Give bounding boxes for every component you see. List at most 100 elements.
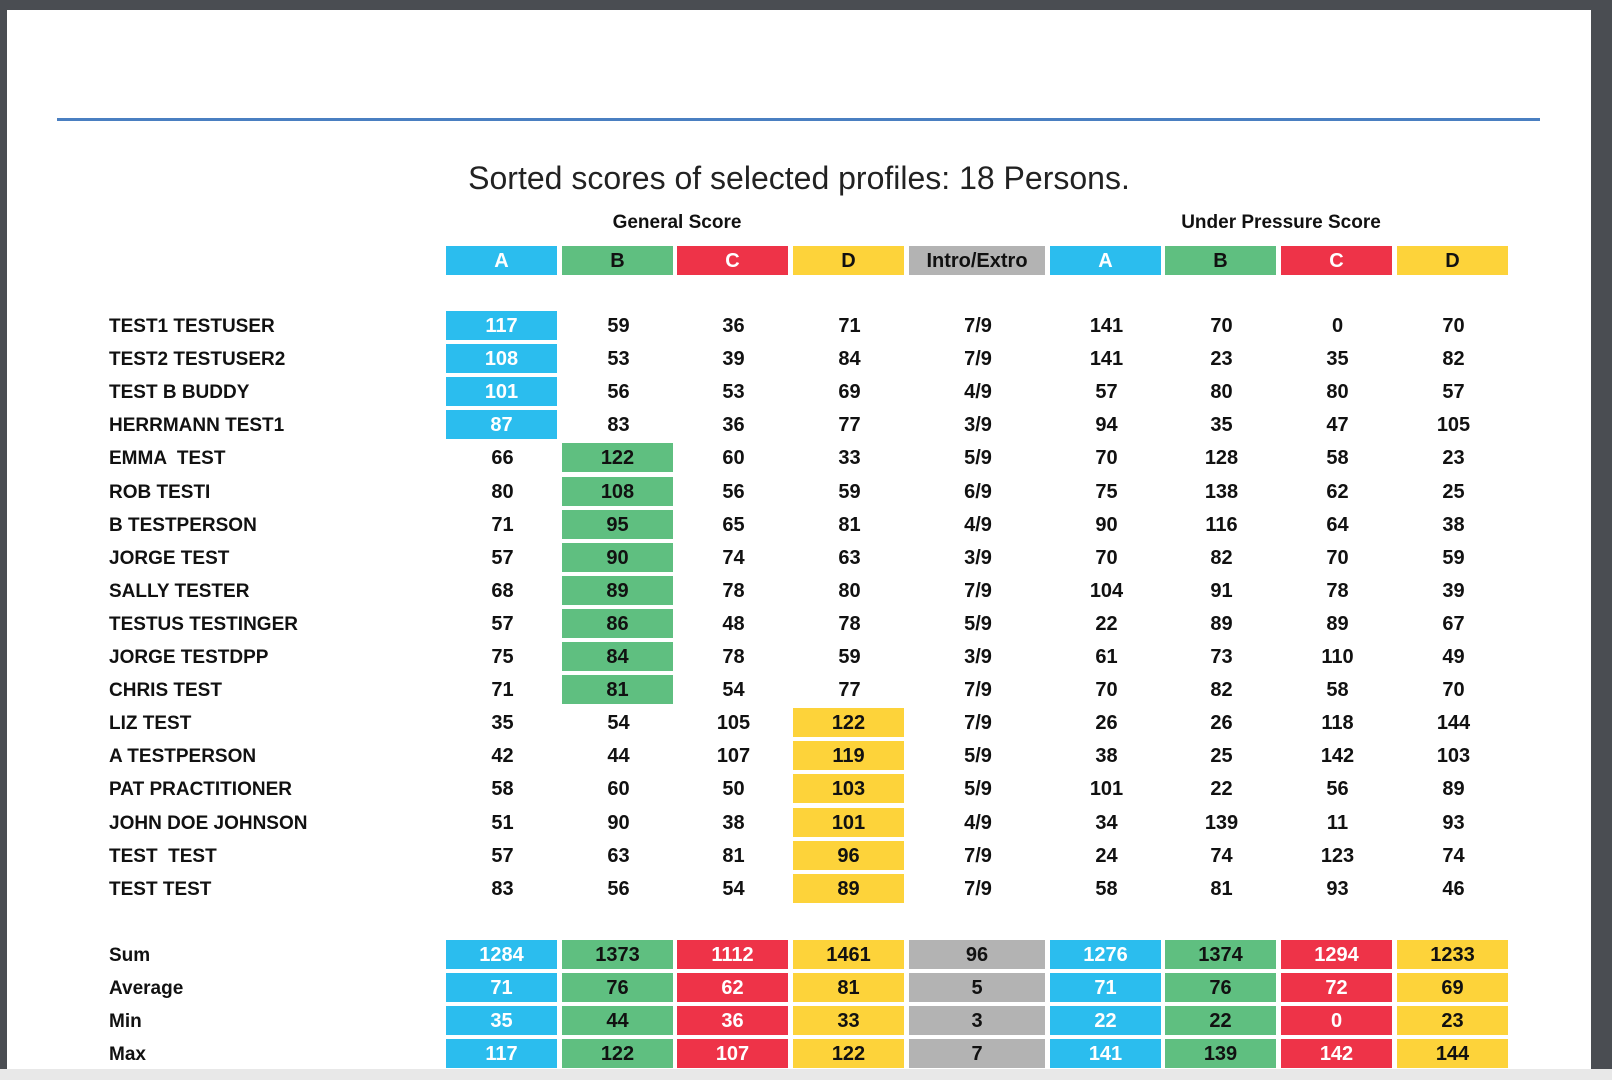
- score-cell: 11: [1326, 811, 1349, 834]
- score-cell: 82: [1210, 679, 1233, 702]
- score-cell: 94: [1095, 414, 1118, 437]
- person-name: EMMA TEST: [109, 448, 226, 470]
- under-pressure-score-heading: Under Pressure Score: [1181, 212, 1381, 233]
- score-cell: 57: [491, 546, 514, 569]
- score-cell: 89: [793, 873, 906, 905]
- score-cell: 105: [1436, 414, 1471, 437]
- summary-cell: 7: [909, 1039, 1047, 1071]
- score-cell: 54: [607, 712, 630, 735]
- score-cell: 75: [491, 646, 514, 668]
- score-cell: 70: [1095, 679, 1118, 702]
- score-cell: 80: [1210, 381, 1233, 404]
- score-cell: 81: [1210, 877, 1233, 900]
- score-cell: 74: [1210, 844, 1233, 867]
- column-header-b: B: [1165, 246, 1278, 277]
- score-cell: 5/9: [964, 778, 992, 801]
- summary-cell: 1294: [1281, 940, 1394, 971]
- score-cell: 116: [1205, 513, 1238, 536]
- score-cell: 122: [562, 443, 675, 475]
- score-cell: 62: [1326, 480, 1349, 503]
- score-cell: 67: [1442, 612, 1465, 635]
- score-cell: 58: [1326, 447, 1349, 470]
- score-cell: 61: [1095, 646, 1118, 668]
- score-cell: 50: [722, 778, 745, 801]
- person-name: SALLY TESTER: [109, 580, 250, 602]
- person-name: B TESTPERSON: [109, 514, 257, 536]
- score-cell: 33: [838, 447, 861, 470]
- score-cell: 90: [562, 542, 675, 574]
- score-cell: 141: [1089, 348, 1124, 371]
- summary-cell: 62: [677, 973, 790, 1005]
- score-cell: 73: [1210, 646, 1233, 668]
- summary-cell: 23: [1397, 1006, 1510, 1038]
- score-cell: 56: [722, 480, 745, 503]
- score-cell: 59: [838, 480, 861, 503]
- score-cell: 44: [607, 745, 630, 768]
- page-title: Sorted scores of selected profiles: 18 P…: [468, 160, 1130, 196]
- summary-cell: 141: [1050, 1039, 1163, 1071]
- score-cell: 75: [1095, 480, 1118, 503]
- score-cell: 103: [793, 774, 906, 806]
- person-name: HERRMANN TEST1: [109, 415, 285, 437]
- score-cell: 101: [1089, 778, 1124, 801]
- score-cell: 138: [1204, 480, 1239, 503]
- score-cell: 107: [716, 745, 751, 768]
- score-cell: 22: [1095, 612, 1118, 635]
- score-cell: 3/9: [964, 546, 992, 569]
- score-cell: 108: [562, 476, 675, 508]
- score-cell: 0: [1331, 315, 1344, 337]
- column-header-d: D: [1397, 246, 1510, 277]
- score-cell: 42: [491, 745, 514, 768]
- summary-cell: 33: [793, 1006, 906, 1038]
- score-cell: 5/9: [964, 745, 992, 768]
- score-cell: 48: [722, 612, 745, 635]
- score-cell: 82: [1210, 546, 1233, 569]
- column-header-c: C: [677, 246, 790, 277]
- score-cell: 59: [1442, 546, 1465, 569]
- score-cell: 25: [1442, 480, 1465, 503]
- score-cell: 70: [1095, 546, 1118, 569]
- score-cell: 54: [722, 679, 745, 702]
- score-cell: 36: [722, 315, 745, 337]
- score-cell: 38: [1442, 513, 1465, 536]
- score-cell: 74: [722, 546, 745, 569]
- score-cell: 39: [722, 348, 745, 371]
- score-cell: 71: [491, 513, 514, 536]
- score-cell: 87: [446, 410, 559, 442]
- header-divider: [57, 118, 1540, 121]
- score-cell: 35: [491, 712, 514, 735]
- summary-cell: 122: [793, 1039, 906, 1071]
- score-cell: 86: [562, 608, 675, 640]
- score-cell: 7/9: [964, 348, 992, 371]
- score-cell: 123: [1320, 844, 1355, 867]
- score-cell: 77: [838, 679, 861, 702]
- person-name: ROB TESTI: [109, 481, 211, 503]
- score-cell: 7/9: [964, 712, 992, 735]
- score-cell: 83: [607, 414, 630, 437]
- score-cell: 3/9: [964, 646, 992, 668]
- score-cell: 142: [1320, 745, 1355, 768]
- score-cell: 82: [1442, 348, 1465, 371]
- score-cell: 104: [1089, 579, 1124, 602]
- score-cell: 57: [1095, 381, 1118, 404]
- summary-cell: 71: [446, 973, 559, 1005]
- score-cell: 110: [1321, 646, 1354, 668]
- summary-label: Min: [109, 1011, 142, 1033]
- score-cell: 63: [838, 546, 861, 569]
- summary-label: Average: [109, 978, 184, 1000]
- score-cell: 70: [1210, 315, 1233, 337]
- score-cell: 69: [838, 381, 861, 404]
- score-cell: 81: [562, 675, 675, 707]
- summary-cell: 1276: [1050, 940, 1163, 971]
- score-cell: 80: [1326, 381, 1349, 404]
- score-cell: 38: [1095, 745, 1118, 768]
- score-cell: 71: [838, 315, 861, 337]
- person-name: TEST TEST: [109, 878, 212, 900]
- score-cell: 6/9: [964, 480, 992, 503]
- person-name: TEST1 TESTUSER: [109, 316, 275, 337]
- general-score-heading: General Score: [612, 212, 742, 233]
- score-cell: 34: [1095, 811, 1118, 834]
- score-cell: 65: [722, 513, 745, 536]
- summary-cell: 1373: [562, 940, 675, 971]
- person-name: TESTUS TESTINGER: [109, 613, 298, 635]
